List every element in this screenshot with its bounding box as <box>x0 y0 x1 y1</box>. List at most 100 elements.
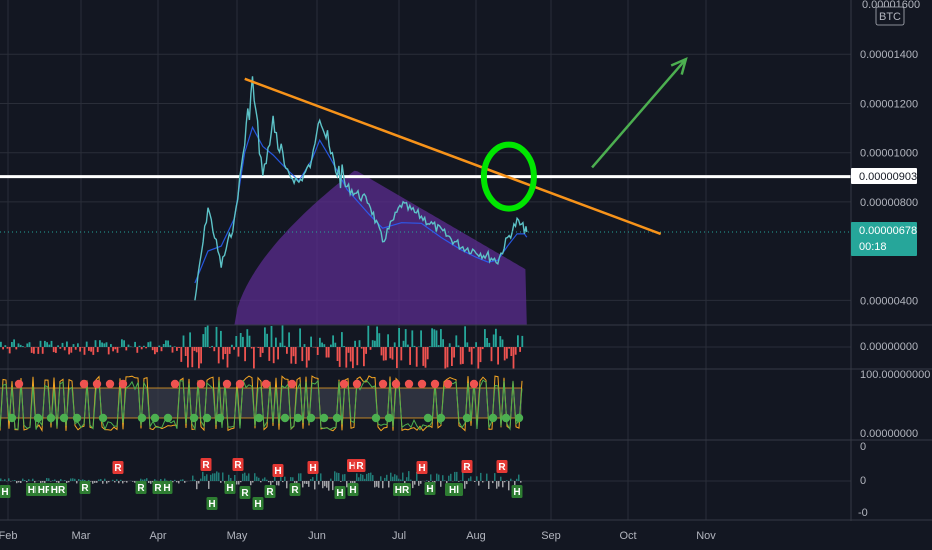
currency-badge[interactable] <box>875 6 905 26</box>
signal-mark-text: R <box>81 483 89 494</box>
histogram-bar <box>453 347 455 358</box>
signal-mark-bottom: H <box>424 482 436 495</box>
signal-mark-text: H <box>336 488 343 499</box>
histogram-bar <box>200 347 202 364</box>
signals-bar <box>450 473 452 481</box>
descending-trendline[interactable] <box>244 77 662 236</box>
signals-bar <box>436 473 438 481</box>
oscillator-sell-dot <box>352 379 362 389</box>
signal-mark-box <box>206 497 218 510</box>
signals-bar <box>390 472 392 481</box>
signals-bar <box>24 480 26 481</box>
histogram-bar <box>431 328 433 347</box>
signal-mark-bottom: R <box>289 483 301 496</box>
signal-mark-box <box>393 483 411 496</box>
signals-bar <box>202 471 204 481</box>
signals-bar <box>42 481 44 483</box>
signals-tick-bottom: -0 <box>858 507 868 519</box>
histogram-bar <box>413 345 416 347</box>
histogram-bar <box>35 347 37 348</box>
histogram-bar <box>83 347 86 355</box>
projection-arrow[interactable] <box>591 56 688 169</box>
histogram-bar <box>301 347 304 362</box>
oscillator-sell-dot <box>235 379 245 389</box>
signals-bar <box>192 475 194 481</box>
signals-bar <box>322 481 324 489</box>
histogram-bar <box>305 347 308 368</box>
histogram-bar <box>167 340 169 347</box>
histogram-bar <box>180 347 183 362</box>
signals-bar <box>90 481 92 482</box>
signals-bar <box>278 481 280 486</box>
horizontal-level-tag[interactable]: 0.00000903 <box>851 168 917 184</box>
oscillator-buy-dot <box>98 413 108 423</box>
signal-mark-bottom: H <box>224 481 236 494</box>
signal-mark-bottom: R <box>135 481 147 494</box>
histogram-bar <box>11 342 13 347</box>
signals-bar <box>342 474 344 481</box>
signals-bar <box>96 481 98 483</box>
histogram-bar <box>81 347 84 348</box>
signals-bar <box>284 476 286 481</box>
signals-bar <box>266 479 268 481</box>
oscillator-sell-dot <box>404 379 414 389</box>
signals-bar <box>430 474 432 481</box>
oscillator-buy-dot <box>462 413 472 423</box>
time-axis[interactable]: Feb Mar Apr May Jun Jul Aug Sep Oct Nov <box>0 521 932 550</box>
histogram-bar <box>514 347 517 355</box>
oscillator-buy-dot <box>150 413 160 423</box>
signals-bar <box>244 472 246 481</box>
signal-mark-top: H <box>416 461 428 474</box>
signals-bar <box>462 471 464 481</box>
histogram-bar <box>30 347 33 353</box>
histogram-bar <box>495 328 497 347</box>
histogram-bar <box>488 342 491 347</box>
histogram-bar <box>336 347 339 361</box>
histogram-bar <box>404 329 407 347</box>
time-axis-label: Apr <box>149 530 166 542</box>
signals-bar <box>214 473 216 481</box>
signals-bar <box>414 481 416 485</box>
signals-bar <box>242 473 244 481</box>
signals-bar <box>228 474 230 481</box>
signals-bar <box>236 481 238 485</box>
signals-bar <box>454 471 456 481</box>
signal-mark-box <box>354 459 366 472</box>
histogram-bar <box>222 347 224 360</box>
oscillator-top-label: 100.00000000 <box>860 369 930 381</box>
histogram-bar <box>521 335 524 347</box>
histogram-bar <box>103 343 106 347</box>
histogram-bar <box>61 342 64 347</box>
signals-tick-top: 0 <box>860 441 866 453</box>
signals-bar <box>78 479 80 481</box>
signals-bar <box>16 481 18 484</box>
histogram-bar <box>0 341 2 347</box>
histogram-bar <box>94 340 97 347</box>
signals-bar <box>58 481 60 484</box>
signal-mark-text: H <box>163 483 170 494</box>
histogram-bar <box>41 347 44 354</box>
signals-bar <box>94 481 96 483</box>
histogram-bar <box>433 329 436 347</box>
price-axis[interactable]: 0.00001600 BTC 0.000014000.000012000.000… <box>851 0 930 519</box>
signals-bar <box>218 472 220 481</box>
histogram-bar <box>387 334 389 347</box>
current-price-tag[interactable]: 0.00000678 00:18 <box>851 222 917 256</box>
breakout-circle[interactable] <box>480 141 537 212</box>
histogram-bar <box>239 333 242 347</box>
signals-bar <box>314 481 316 490</box>
histogram-bar <box>352 347 354 369</box>
price-tick-label: 0.00000800 <box>860 197 918 209</box>
signals-bar <box>66 481 68 483</box>
time-axis-bg <box>0 521 932 550</box>
oscillator-buy-dot <box>163 413 173 423</box>
signals-bar <box>308 481 310 487</box>
signal-mark-bottom: H <box>347 483 359 496</box>
histogram-bar <box>99 340 101 347</box>
signals-bar <box>498 481 500 487</box>
histogram-bar <box>79 347 81 352</box>
signals-bar <box>380 476 382 481</box>
signal-mark-bottom: H <box>161 481 173 494</box>
histogram-bar <box>422 347 425 366</box>
